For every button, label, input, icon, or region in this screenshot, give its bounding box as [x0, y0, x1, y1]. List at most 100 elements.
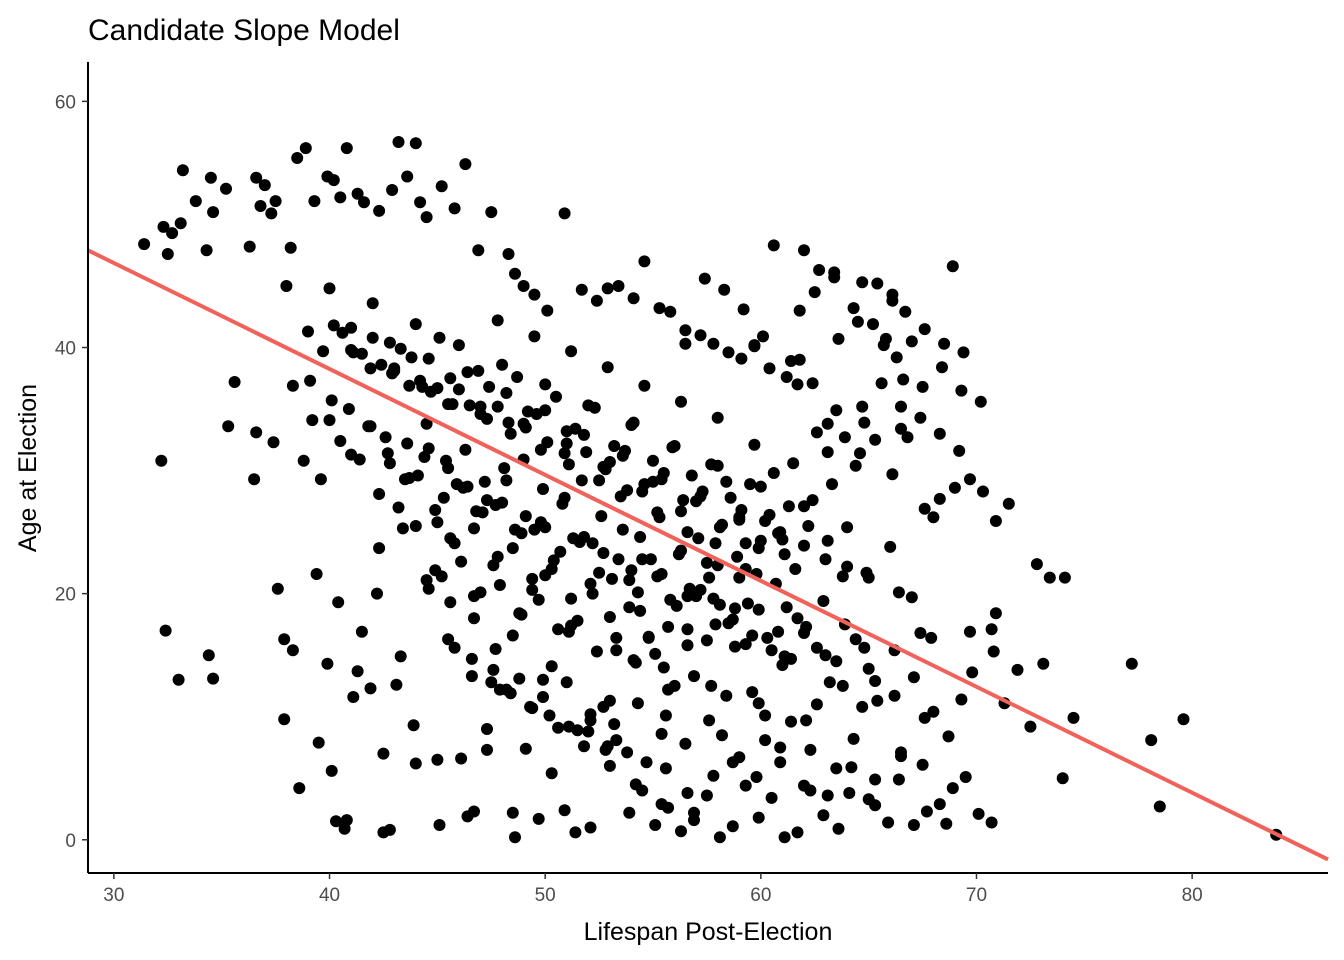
data-point — [222, 420, 235, 433]
data-point — [744, 478, 757, 491]
data-point — [558, 207, 571, 220]
data-point — [901, 431, 914, 444]
data-point — [711, 411, 724, 424]
data-point — [862, 571, 875, 584]
data-point — [515, 527, 528, 540]
data-point — [220, 182, 232, 195]
data-point — [655, 568, 668, 580]
data-point — [455, 555, 468, 568]
data-point — [166, 227, 179, 240]
data-point — [392, 136, 405, 148]
data-point — [487, 663, 500, 676]
data-point — [299, 142, 312, 155]
data-point — [871, 277, 884, 290]
data-point — [1043, 571, 1056, 584]
x-tick-label: 60 — [750, 885, 771, 906]
data-point — [461, 480, 474, 493]
data-point — [280, 280, 293, 292]
data-point — [379, 431, 392, 444]
data-point — [537, 691, 549, 703]
data-point — [679, 337, 692, 350]
data-point — [394, 650, 407, 663]
data-point — [463, 399, 476, 412]
data-point — [985, 816, 998, 829]
data-point — [396, 522, 409, 535]
data-point — [478, 475, 491, 488]
data-point — [314, 473, 327, 486]
data-point — [558, 804, 571, 817]
data-point — [782, 500, 795, 513]
data-point — [504, 427, 517, 440]
data-point — [347, 691, 360, 703]
x-tick-label: 50 — [535, 885, 556, 906]
data-point — [905, 335, 918, 348]
data-point — [603, 611, 616, 623]
fit-line — [87, 248, 1329, 862]
data-point — [409, 318, 422, 331]
data-point — [700, 556, 713, 569]
data-point — [927, 705, 940, 718]
data-point — [575, 283, 588, 296]
data-point — [731, 550, 744, 563]
data-point — [580, 446, 593, 459]
data-point — [571, 614, 584, 627]
data-point — [675, 825, 687, 838]
data-point — [849, 633, 862, 646]
data-point — [733, 513, 746, 526]
data-point — [793, 304, 806, 317]
data-point — [248, 473, 261, 486]
data-point — [569, 422, 582, 435]
data-point — [327, 174, 340, 187]
data-point — [459, 443, 472, 456]
data-point — [345, 344, 358, 356]
data-point — [629, 778, 642, 791]
data-point — [539, 521, 552, 534]
data-point — [355, 347, 368, 360]
data-point — [955, 693, 968, 706]
data-point — [435, 180, 448, 193]
data-point — [813, 264, 826, 276]
data-point — [485, 676, 498, 689]
data-point — [659, 709, 672, 722]
data-point — [989, 607, 1002, 620]
data-point — [310, 568, 323, 580]
data-point — [403, 379, 416, 392]
data-point — [750, 771, 763, 783]
data-point — [748, 339, 761, 352]
data-point — [405, 351, 418, 364]
data-point — [312, 736, 325, 749]
data-point — [707, 337, 720, 350]
data-point — [586, 587, 599, 600]
data-point — [286, 379, 299, 392]
data-point — [940, 817, 953, 830]
data-point — [452, 383, 465, 396]
data-point — [582, 725, 595, 738]
x-ticks: 30 40 50 60 70 80 — [103, 873, 1203, 906]
data-point — [765, 644, 778, 657]
data-point — [636, 553, 649, 566]
data-point — [925, 631, 938, 644]
data-point — [817, 809, 830, 822]
data-point — [327, 319, 340, 332]
data-point — [509, 267, 521, 280]
data-point — [707, 769, 720, 782]
data-point — [955, 384, 968, 397]
data-point — [601, 740, 614, 753]
data-point — [621, 484, 634, 497]
data-point — [386, 184, 399, 196]
data-point — [491, 400, 504, 413]
data-point — [1125, 657, 1138, 670]
data-point — [323, 282, 336, 295]
data-point — [966, 666, 979, 679]
data-point — [692, 532, 705, 545]
data-point — [703, 714, 716, 727]
data-point — [739, 537, 752, 550]
data-point — [694, 583, 707, 596]
data-point — [761, 631, 774, 644]
data-point — [552, 721, 565, 734]
data-point — [586, 537, 599, 550]
chart-title: Candidate Slope Model — [88, 14, 400, 47]
data-point — [511, 371, 524, 383]
data-point — [765, 791, 778, 804]
data-point — [882, 816, 895, 829]
